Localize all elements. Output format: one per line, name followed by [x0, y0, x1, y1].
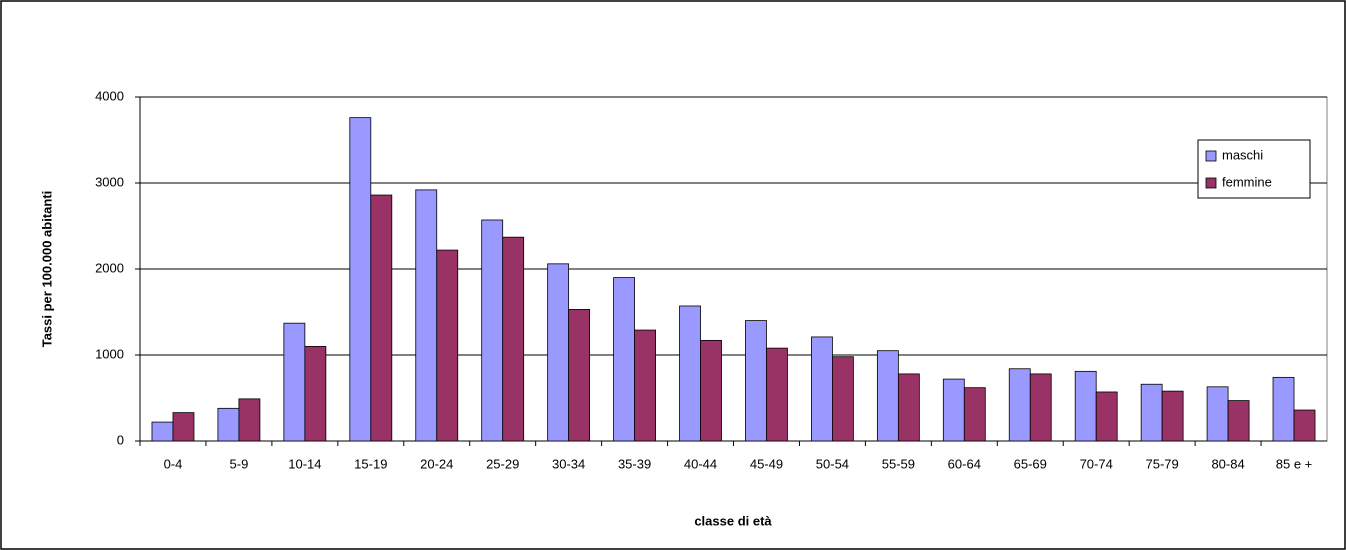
bar — [832, 356, 854, 442]
y-axis-label: Tassi per 100.000 abitanti — [39, 191, 54, 348]
bar — [897, 373, 920, 442]
legend-swatch — [1205, 150, 1217, 162]
x-tick-label: 60-64 — [948, 456, 981, 471]
bar — [811, 336, 833, 442]
bar — [613, 277, 635, 442]
bar — [1029, 373, 1052, 442]
bar — [745, 320, 767, 442]
bar — [1227, 400, 1250, 442]
bar — [502, 236, 525, 442]
x-tick-label: 65-69 — [1014, 456, 1047, 471]
bar — [963, 387, 986, 442]
x-tick-label: 25-29 — [486, 456, 519, 471]
bar — [942, 378, 965, 442]
x-tick-label: 75-79 — [1146, 456, 1179, 471]
bar — [1206, 386, 1229, 442]
bar — [349, 117, 372, 442]
bar — [547, 263, 570, 442]
bar — [238, 398, 261, 442]
bar — [370, 194, 393, 442]
bar — [481, 219, 504, 442]
legend-swatch — [1205, 177, 1217, 189]
bar — [568, 309, 591, 442]
x-tick-label: 50-54 — [816, 456, 849, 471]
x-tick-label: 10-14 — [288, 456, 321, 471]
bar — [634, 329, 656, 442]
bar — [1293, 409, 1316, 442]
bar — [1095, 391, 1118, 442]
x-tick-label: 15-19 — [354, 456, 387, 471]
x-tick-label: 40-44 — [684, 456, 717, 471]
x-tick-label: 70-74 — [1080, 456, 1113, 471]
bar — [172, 412, 195, 442]
y-tick-label: 1000 — [95, 346, 124, 361]
bar — [700, 339, 722, 442]
x-tick-label: 80-84 — [1211, 456, 1244, 471]
bar — [876, 350, 899, 442]
legend-label: femmine — [1222, 174, 1272, 189]
bar — [1140, 383, 1163, 442]
bar — [217, 407, 240, 442]
bar — [1008, 368, 1031, 442]
x-tick-label: 0-4 — [164, 456, 183, 471]
x-tick-label: 5-9 — [230, 456, 249, 471]
x-tick-label: 85 e + — [1276, 456, 1313, 471]
x-axis-label: classe di età — [694, 513, 772, 528]
bar — [415, 189, 438, 442]
x-tick-label: 30-34 — [552, 456, 585, 471]
bar — [679, 305, 701, 442]
y-tick-label: 0 — [117, 432, 124, 447]
x-tick-label: 55-59 — [882, 456, 915, 471]
bar — [436, 249, 459, 442]
bar — [151, 421, 174, 442]
y-tick-label: 2000 — [95, 260, 124, 275]
bar — [1272, 376, 1295, 442]
x-tick-label: 35-39 — [618, 456, 651, 471]
y-tick-label: 3000 — [95, 174, 124, 189]
legend-box — [1197, 139, 1311, 199]
x-tick-label: 45-49 — [750, 456, 783, 471]
x-tick-label: 20-24 — [420, 456, 453, 471]
y-tick-label: 4000 — [95, 88, 124, 103]
bar — [1074, 370, 1097, 442]
bar — [283, 322, 306, 442]
legend-label: maschi — [1222, 147, 1263, 162]
bar — [766, 347, 788, 442]
bar — [304, 345, 327, 442]
bar — [1161, 390, 1184, 442]
